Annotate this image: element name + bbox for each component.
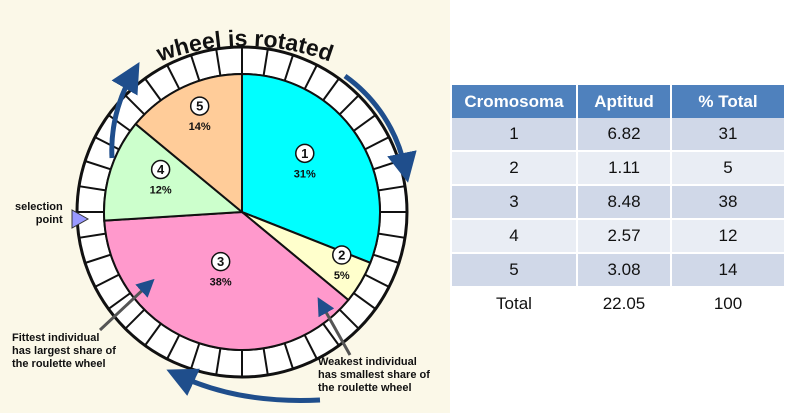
- segment-number-badge: [332, 245, 352, 265]
- table-total-row: Total 22.05 100: [452, 287, 784, 322]
- wheel-rim-divider: [262, 348, 269, 376]
- weakest-individual-note: Weakest individual has smallest share of…: [318, 356, 430, 394]
- wheel-rim-divider: [372, 253, 400, 264]
- wheel-rim-divider: [353, 114, 377, 132]
- wheel-rim-divider: [353, 292, 377, 310]
- segment-percent-4: 12%: [150, 185, 172, 197]
- table-cell: 14: [671, 253, 784, 288]
- wheel-rim-divider: [378, 185, 406, 192]
- wheel-rim-divider: [215, 348, 222, 376]
- wheel-rim-divider: [124, 94, 146, 116]
- wheel-sectors: [103, 72, 381, 351]
- segment-percent-5: 14%: [189, 121, 211, 133]
- table-cell: 38: [671, 185, 784, 220]
- wheel-rim-divider: [364, 273, 390, 288]
- segment-number-4: 4: [157, 162, 165, 177]
- wheel-sector-3: [103, 210, 350, 351]
- table-row: 2 1.11 5: [452, 151, 784, 186]
- wheel-rim-divider: [124, 308, 146, 330]
- column-header-aptitud: Aptitud: [577, 85, 672, 118]
- wheel-rim-divider: [190, 54, 201, 82]
- segment-number-badge: [295, 143, 315, 164]
- wheel-rim-divider: [378, 232, 406, 239]
- wheel-rim-divider: [78, 232, 106, 239]
- segment-number-1: 1: [301, 146, 308, 161]
- fittest-pointer-arrow-icon: [98, 278, 155, 332]
- table-header-row: Cromosoma Aptitud % Total: [452, 85, 784, 118]
- wheel-rim-divider: [215, 48, 222, 76]
- wheel-rim-divider: [190, 342, 201, 370]
- fitness-table: Cromosoma Aptitud % Total 1 6.82 31 2 1.…: [452, 85, 784, 322]
- selection-point-label: selection point: [15, 201, 63, 226]
- rotation-arrow-bottom-icon: [166, 368, 321, 403]
- table-row: 4 2.57 12: [452, 219, 784, 254]
- column-header-percent-total: % Total: [671, 85, 784, 118]
- segment-number-badge: [150, 159, 171, 180]
- table-row: 1 6.82 31: [452, 118, 784, 152]
- rotation-arrow-top-right-icon: [343, 73, 417, 183]
- segment-number-badge: [210, 251, 231, 272]
- column-header-cromosoma: Cromosoma: [452, 85, 578, 118]
- wheel-rim-divider: [322, 77, 340, 101]
- table-cell: 1: [452, 118, 578, 152]
- table-row: 5 3.08 14: [452, 253, 784, 288]
- wheel-sector-4: [103, 122, 245, 222]
- table-cell: 5: [452, 253, 578, 288]
- wheel-rim-divider: [78, 185, 106, 192]
- segment-number-3: 3: [217, 254, 224, 269]
- wheel-rim-divider: [107, 114, 131, 132]
- segment-percent-1: 31%: [294, 168, 316, 180]
- roulette-wheel-panel: 1 31% 2 5% 3 38% 4 12% 5 14% wheel is rotated sel…: [0, 0, 450, 413]
- wheel-rim-divider: [144, 323, 162, 347]
- table-cell: 12: [671, 219, 784, 254]
- table-cell: Total: [452, 287, 578, 322]
- weakest-pointer-arrow-icon: [317, 297, 352, 356]
- wheel-rim-divider: [166, 334, 181, 360]
- segment-percent-2: 5%: [334, 270, 350, 282]
- wheel-rim-divider: [283, 54, 294, 82]
- roulette-wheel-diagram: 131%25%338%412%514% wheel is rotated: [71, 25, 417, 403]
- wheel-rim-divider: [94, 136, 120, 151]
- table-row: 3 8.48 38: [452, 185, 784, 220]
- table-cell: 100: [671, 287, 784, 322]
- wheel-rim-divider: [303, 64, 318, 90]
- wheel-rim-divider: [283, 342, 294, 370]
- segment-number-5: 5: [196, 99, 203, 114]
- wheel-labels: 1 31% 2 5% 3 38% 4 12% 5 14%: [150, 96, 352, 289]
- wheel-rim-divider: [338, 94, 360, 116]
- wheel-rim-divider: [94, 273, 120, 288]
- table-cell: 3.08: [577, 253, 672, 288]
- rotation-arrow-top-left-icon: [109, 62, 140, 159]
- table-cell: 2.57: [577, 219, 672, 254]
- wheel-rim-divider: [166, 64, 181, 90]
- table-cell: 2: [452, 151, 578, 186]
- wheel-rim-divider: [303, 334, 318, 360]
- table-cell: 8.48: [577, 185, 672, 220]
- table-cell: 31: [671, 118, 784, 152]
- table-cell: 5: [671, 151, 784, 186]
- table-cell: 4: [452, 219, 578, 254]
- selection-pointer-icon: [71, 209, 90, 229]
- wheel-rim-divider: [84, 160, 112, 171]
- wheel-rim-divider: [322, 323, 340, 347]
- segment-percent-3: 38%: [210, 277, 232, 289]
- wheel-rim-divider: [364, 136, 390, 151]
- wheel-rim-divider: [338, 308, 360, 330]
- wheel-rim-divider: [107, 292, 131, 310]
- fittest-individual-note: Fittest individual has largest share of …: [12, 332, 116, 370]
- table-cell: 3: [452, 185, 578, 220]
- segment-number-2: 2: [338, 248, 345, 263]
- wheel-sector-5: [134, 72, 243, 215]
- table-cell: 6.82: [577, 118, 672, 152]
- wheel-rim-divider: [84, 253, 112, 264]
- wheel-rim-divider: [262, 48, 269, 76]
- wheel-sector-1: [241, 72, 381, 265]
- table-cell: 1.11: [577, 151, 672, 186]
- segment-number-badge: [189, 96, 210, 116]
- table-cell: 22.05: [577, 287, 672, 322]
- wheel-rim-divider: [144, 77, 162, 101]
